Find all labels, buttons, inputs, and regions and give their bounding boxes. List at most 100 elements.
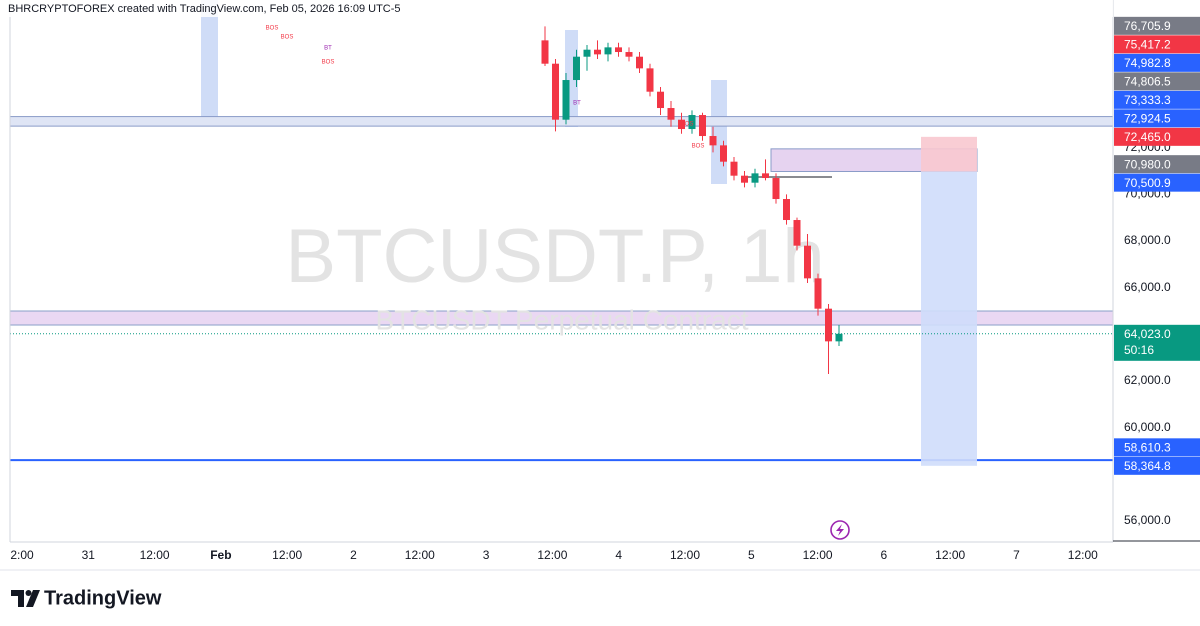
candle-body xyxy=(667,108,675,120)
candle-body xyxy=(615,47,622,53)
candle-body xyxy=(741,175,748,183)
y-tick-label: 60,000.0 xyxy=(1124,420,1171,434)
annotation: BOS xyxy=(322,60,335,66)
candle-body xyxy=(583,49,591,57)
price-tag xyxy=(1114,35,1200,54)
candle-body xyxy=(573,56,580,81)
candle-body xyxy=(783,199,790,221)
x-tick-label: 12:00 xyxy=(935,548,965,562)
x-tick-label: 4 xyxy=(615,548,622,562)
price-tag xyxy=(1114,16,1200,35)
current-price-tag xyxy=(1114,324,1200,361)
x-tick-label: 5 xyxy=(748,548,755,562)
x-tick-label: 2:00 xyxy=(10,548,34,562)
annotation: BOS xyxy=(266,26,279,32)
x-tick-label: 12:00 xyxy=(537,548,567,562)
candle-body xyxy=(541,40,549,64)
candle-body xyxy=(835,333,843,342)
candle-body xyxy=(646,68,654,92)
zone xyxy=(9,116,1114,127)
price-tag xyxy=(1114,90,1200,109)
candle-body xyxy=(688,115,696,130)
candle-body xyxy=(562,80,570,120)
y-tick-label: 62,000.0 xyxy=(1124,373,1171,387)
candle-body xyxy=(720,145,727,162)
price-tag xyxy=(1114,456,1200,475)
x-tick-label: 12:00 xyxy=(803,548,833,562)
candle-body xyxy=(678,119,685,130)
x-tick-label: 6 xyxy=(881,548,888,562)
price-tag-label: 58,364.8 xyxy=(1124,459,1171,473)
candle-body xyxy=(709,136,717,146)
y-tick-label: 66,000.0 xyxy=(1124,280,1171,294)
price-tag xyxy=(1114,109,1200,128)
header-bg xyxy=(0,0,1113,17)
price-tag-label: 58,610.3 xyxy=(1124,440,1171,454)
highlight xyxy=(201,0,218,118)
candle-body xyxy=(793,220,801,246)
alert-icon[interactable] xyxy=(830,520,850,540)
countdown: 50:16 xyxy=(1124,343,1154,357)
y-tick-label: 68,000.0 xyxy=(1124,233,1171,247)
price-tag-label: 70,500.9 xyxy=(1124,176,1171,190)
candle-body xyxy=(604,47,612,55)
x-tick-label: 12:00 xyxy=(140,548,170,562)
candle-body xyxy=(594,49,601,55)
candle-body xyxy=(772,178,780,200)
x-tick-label: 12:00 xyxy=(1068,548,1098,562)
price-tag-label: 72,465.0 xyxy=(1124,130,1171,144)
annotation: BOS xyxy=(281,35,294,41)
price-tag-label: 74,806.5 xyxy=(1124,75,1171,89)
price-tag xyxy=(1114,72,1200,91)
price-tag-label: 75,417.2 xyxy=(1124,38,1171,52)
x-tick-label: 12:00 xyxy=(272,548,302,562)
x-tick-label: 12:00 xyxy=(405,548,435,562)
price-tags: 76,705.9 75,417.2 74,982.8 74,806.5 73,333.3… xyxy=(1114,16,1200,475)
x-tick-label: Feb xyxy=(210,548,231,562)
annotation: BOS xyxy=(681,122,694,128)
candle-body xyxy=(636,56,643,69)
x-tick-label: 7 xyxy=(1013,548,1020,562)
annotation: BT xyxy=(324,46,332,52)
header: BHRCRYPTOFOREX created with TradingView.… xyxy=(8,3,401,15)
brand-name: TradingView xyxy=(44,587,162,609)
annotation: BT xyxy=(573,101,581,107)
candle-body xyxy=(814,278,822,309)
watermark-subtitle: BTCUSDT Perpetual Contract xyxy=(376,304,749,335)
price-tag-label: 70,980.0 xyxy=(1124,157,1171,171)
price-tag-label: 74,982.8 xyxy=(1124,56,1171,70)
candle-body xyxy=(751,173,759,183)
y-tick-label: 56,000.0 xyxy=(1124,513,1171,527)
current-price-label: 64,023.0 xyxy=(1124,327,1171,341)
x-tick-label: 12:00 xyxy=(670,548,700,562)
watermark: BTCUSDT.P, 1h xyxy=(285,214,824,299)
candle-body xyxy=(825,308,832,342)
position-stop xyxy=(921,136,977,172)
price-tag xyxy=(1114,173,1200,192)
position-target xyxy=(921,171,977,466)
brand-logo xyxy=(11,590,40,607)
candle-body xyxy=(804,245,811,279)
alert-icon-bolt xyxy=(836,524,844,536)
price-tag-label: 73,333.3 xyxy=(1124,93,1171,107)
price-tag-label: 72,924.5 xyxy=(1124,112,1171,126)
candles xyxy=(541,26,843,375)
candle-body xyxy=(625,52,633,57)
candle-body xyxy=(699,115,706,137)
candle-body xyxy=(730,161,738,176)
x-axis: 2:00 31 12:00 Feb 12:00 2 12:00 3 12:00 4 12:00 5 12… xyxy=(10,548,1098,562)
price-tag xyxy=(1114,53,1200,72)
price-tag xyxy=(1114,438,1200,457)
candle-body xyxy=(657,91,664,109)
candle-body xyxy=(762,173,769,179)
price-tag-label: 76,705.9 xyxy=(1124,19,1171,33)
x-tick-label: 31 xyxy=(82,548,96,562)
brand-bar xyxy=(0,570,1200,626)
x-tick-label: 3 xyxy=(483,548,490,562)
price-tag xyxy=(1114,127,1200,146)
x-tick-label: 2 xyxy=(350,548,357,562)
candle-body xyxy=(552,63,559,120)
